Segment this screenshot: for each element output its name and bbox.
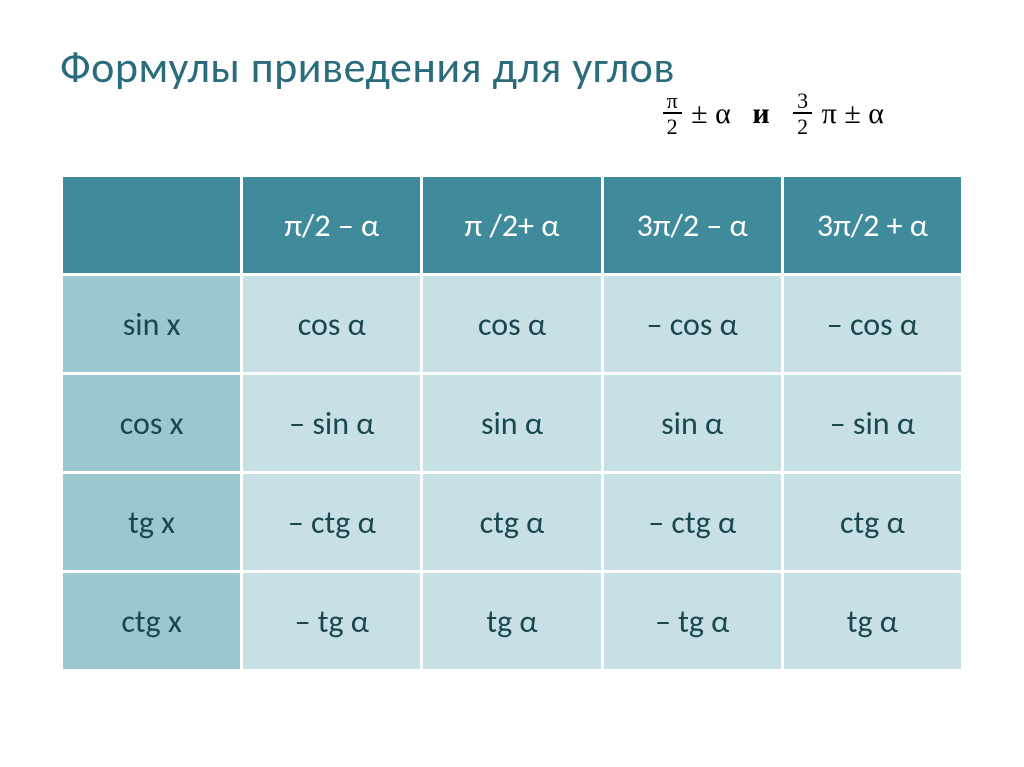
cell: ctg α bbox=[782, 473, 962, 572]
cell: tg α bbox=[782, 572, 962, 671]
cell: – ctg α bbox=[602, 473, 782, 572]
header-cell-2: π /2+ α bbox=[422, 176, 602, 275]
table-row: sin x cos α cos α – cos α – cos α bbox=[62, 275, 963, 374]
op2: ± bbox=[844, 97, 860, 130]
subtitle-formula: π 2 ± α и 3 2 π ± α bbox=[661, 90, 884, 138]
cell: – cos α bbox=[782, 275, 962, 374]
cell: sin α bbox=[602, 374, 782, 473]
frac2-den: 2 bbox=[793, 114, 812, 138]
reduction-table: π/2 – α π /2+ α 3π/2 – α 3π/2 + α sin x … bbox=[60, 174, 964, 672]
frac2-num: 3 bbox=[793, 90, 812, 114]
cell: – sin α bbox=[242, 374, 422, 473]
cell: – sin α bbox=[782, 374, 962, 473]
table-row: cos x – sin α sin α sin α – sin α bbox=[62, 374, 963, 473]
cell: ctg α bbox=[422, 473, 602, 572]
row-label: tg x bbox=[62, 473, 242, 572]
cell: cos α bbox=[242, 275, 422, 374]
fraction-2: 3 2 bbox=[793, 90, 812, 138]
frac1-num: π bbox=[663, 90, 682, 114]
table-row: tg x – ctg α ctg α – ctg α ctg α bbox=[62, 473, 963, 572]
op1: ± bbox=[691, 97, 707, 130]
alpha2: α bbox=[868, 97, 884, 130]
row-label: cos x bbox=[62, 374, 242, 473]
slide: Формулы приведения для углов π 2 ± α и 3… bbox=[0, 0, 1024, 767]
cell: cos α bbox=[422, 275, 602, 374]
conj: и bbox=[752, 97, 769, 130]
cell: – cos α bbox=[602, 275, 782, 374]
frac1-den: 2 bbox=[663, 114, 682, 138]
header-cell-1: π/2 – α bbox=[242, 176, 422, 275]
header-cell-3: 3π/2 – α bbox=[602, 176, 782, 275]
cell: sin α bbox=[422, 374, 602, 473]
cell: tg α bbox=[422, 572, 602, 671]
cell: – tg α bbox=[602, 572, 782, 671]
alpha1: α bbox=[715, 97, 731, 130]
pi2: π bbox=[822, 97, 837, 130]
fraction-1: π 2 bbox=[663, 90, 682, 138]
header-cell-4: 3π/2 + α bbox=[782, 176, 962, 275]
header-cell-blank bbox=[62, 176, 242, 275]
row-label: sin x bbox=[62, 275, 242, 374]
cell: – ctg α bbox=[242, 473, 422, 572]
page-title: Формулы приведения для углов bbox=[60, 40, 964, 94]
cell: – tg α bbox=[242, 572, 422, 671]
row-label: ctg x bbox=[62, 572, 242, 671]
table-row: ctg x – tg α tg α – tg α tg α bbox=[62, 572, 963, 671]
table-header-row: π/2 – α π /2+ α 3π/2 – α 3π/2 + α bbox=[62, 176, 963, 275]
